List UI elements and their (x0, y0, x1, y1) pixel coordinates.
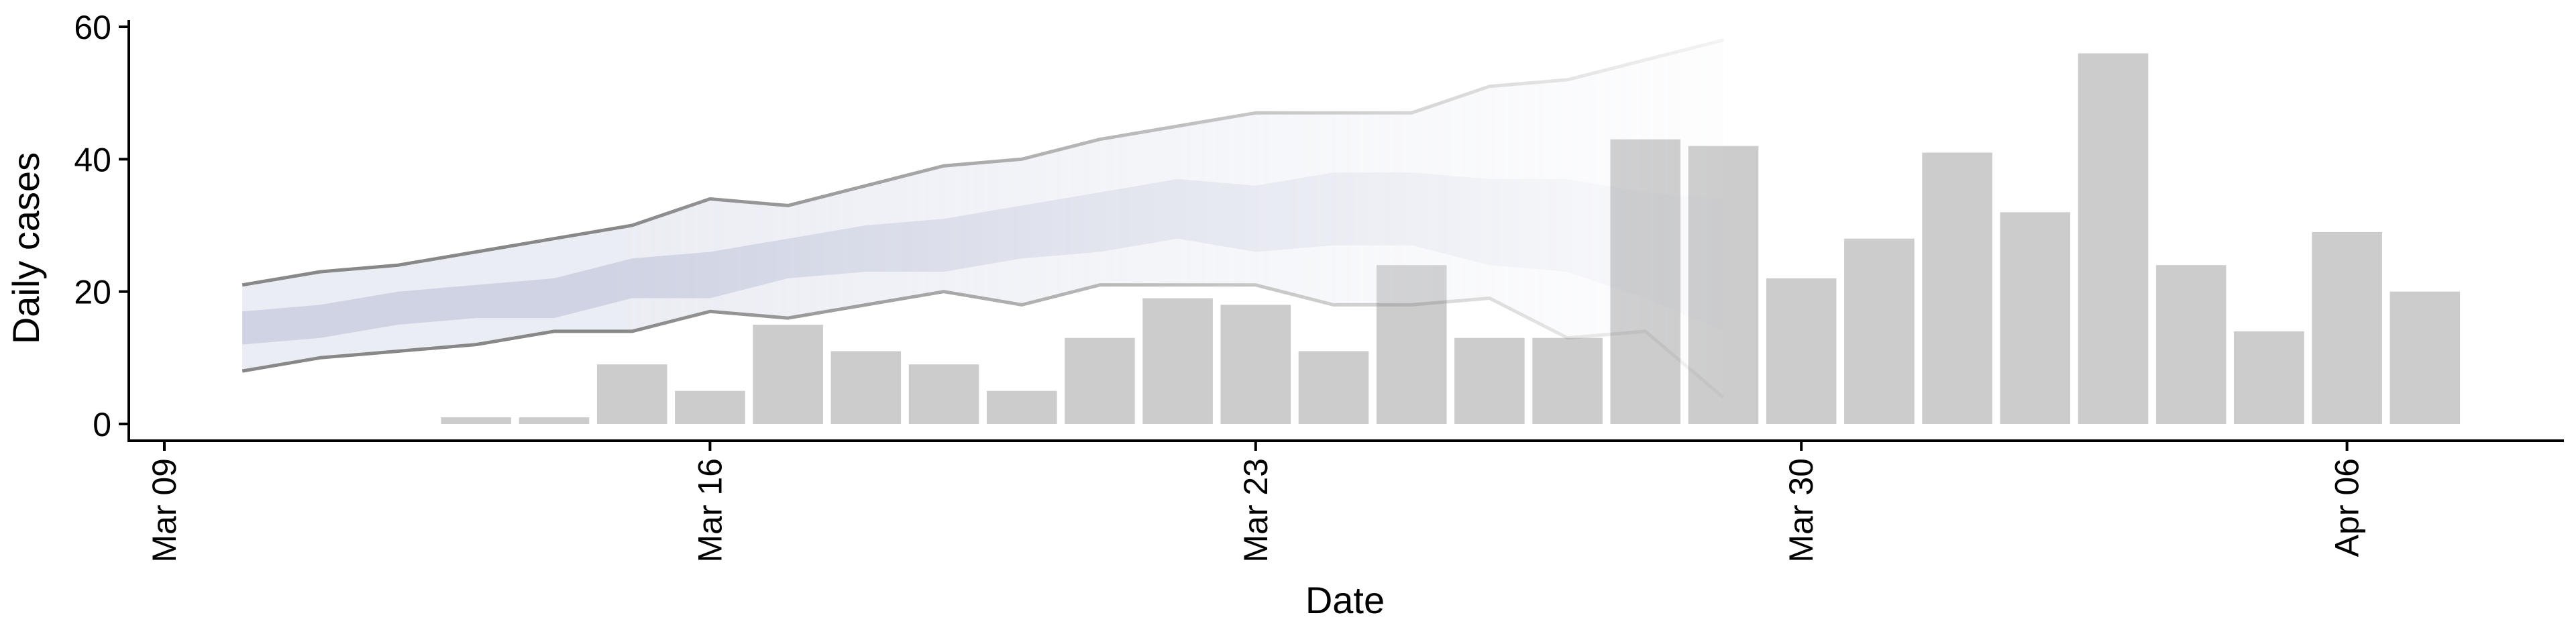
bar (2078, 53, 2149, 424)
bar (908, 364, 979, 424)
bar (1065, 337, 1135, 424)
y-tick-label: 0 (93, 406, 111, 443)
upper-bound-line (241, 38, 1724, 287)
x-axis-title: Date (1305, 579, 1385, 621)
bar (441, 417, 512, 424)
bar (1454, 337, 1525, 424)
x-axis: Mar 09 Mar 16 Mar 23 Mar 30 Apr 06 (127, 439, 2564, 563)
y-tick-label: 60 (74, 9, 111, 46)
bar (986, 390, 1057, 424)
x-tick-label: Mar 09 (146, 458, 183, 563)
bar (2312, 231, 2382, 424)
x-tick-label: Mar 16 (691, 458, 729, 563)
y-axis: 0 20 40 60 (74, 9, 130, 443)
bar (1298, 351, 1369, 424)
bar (2234, 331, 2304, 424)
bar (519, 417, 590, 424)
bar (1142, 298, 1213, 424)
bar (1922, 152, 1992, 424)
inner-interval-band (242, 172, 1724, 345)
y-axis-title: Daily cases (5, 152, 47, 344)
x-tick-label: Mar 23 (1237, 458, 1275, 563)
bar (2155, 265, 2226, 424)
x-tick-label: Apr 06 (2328, 458, 2366, 557)
bar (1844, 238, 1915, 424)
bar (596, 364, 667, 424)
lower-bound-line (241, 283, 1725, 399)
bar (1766, 278, 1837, 424)
bar (675, 390, 745, 424)
bar (830, 351, 902, 424)
y-tick-label: 40 (74, 141, 111, 178)
bar (1532, 337, 1603, 424)
bar (2000, 212, 2071, 424)
y-tick-label: 20 (74, 274, 111, 311)
bar (1220, 305, 1291, 424)
forecast-layer (241, 38, 1725, 399)
bar (2390, 291, 2461, 424)
bar (753, 325, 823, 424)
x-tick-label: Mar 30 (1782, 458, 1820, 563)
